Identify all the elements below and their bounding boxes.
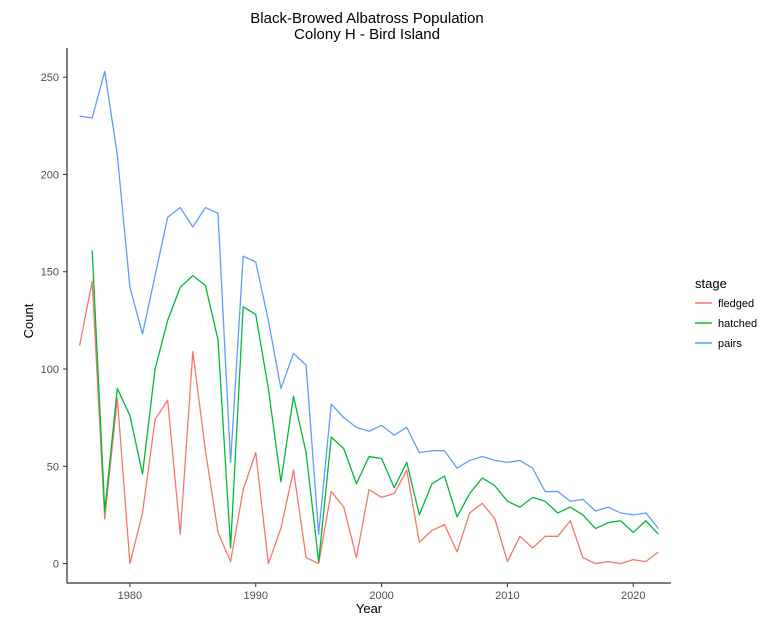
y-axis-title: Count (21, 303, 36, 338)
legend-label-pairs: pairs (718, 338, 742, 350)
y-tick-label: 200 (41, 169, 59, 181)
y-tick-label: 100 (41, 364, 59, 376)
y-tick-label: 150 (41, 267, 59, 279)
y-tick-label: 250 (41, 72, 59, 84)
x-tick-label: 2010 (495, 590, 519, 602)
x-axis-title: Year (356, 601, 383, 616)
series-line-fledged (78, 280, 659, 565)
legend-title: stage (695, 276, 727, 291)
chart-title: Black-Browed Albatross Population (250, 10, 483, 27)
series-line-hatched (91, 250, 659, 563)
y-tick-label: 0 (53, 559, 59, 571)
x-tick-label: 2020 (621, 590, 645, 602)
x-axis-ticks: 1980 1990 2000 2010 2020 (118, 583, 645, 602)
y-axis-ticks: 0 50 100 150 200 250 (41, 72, 67, 571)
x-tick-label: 1980 (118, 590, 142, 602)
legend-label-hatched: hatched (718, 318, 757, 330)
series-lines (78, 70, 659, 565)
y-tick-label: 50 (47, 461, 59, 473)
plot-area: 1980 1990 2000 2010 2020 0 50 100 150 200 250 (41, 48, 671, 602)
x-tick-label: 1990 (244, 590, 268, 602)
x-tick-label: 2000 (369, 590, 393, 602)
chart-subtitle: Colony H - Bird Island (294, 26, 440, 43)
legend-label-fledged: fledged (718, 298, 754, 310)
series-line-pairs (79, 70, 659, 536)
legend: stage fledged hatched pairs (695, 276, 757, 350)
